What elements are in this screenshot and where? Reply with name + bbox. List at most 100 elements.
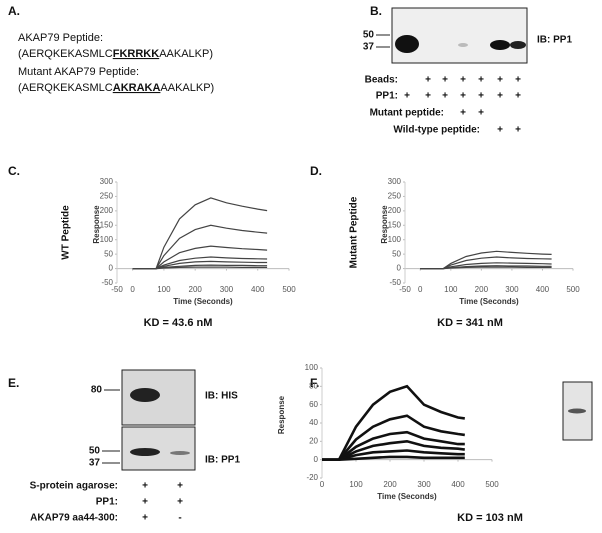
y-tick-label: 250 xyxy=(100,192,114,201)
cell: + xyxy=(497,91,503,102)
x-tick-label: 300 xyxy=(220,285,234,294)
x-tick-label: 100 xyxy=(349,480,363,489)
y-tick-label: 100 xyxy=(100,235,114,244)
band xyxy=(395,35,419,53)
band xyxy=(490,40,510,50)
cell: + xyxy=(460,91,466,102)
cell: + xyxy=(142,513,148,524)
cell: + xyxy=(142,481,148,492)
row-label: Wild-type peptide: xyxy=(393,125,480,136)
side-label: Mutant Peptide xyxy=(349,196,360,268)
cell: + xyxy=(515,91,521,102)
peptide-title: Mutant AKAP79 Peptide: xyxy=(18,66,139,78)
y-tick-label: 100 xyxy=(305,363,319,372)
y-axis-label: Response xyxy=(277,395,286,434)
x-tick-label: 200 xyxy=(383,480,397,489)
x-tick-label: 300 xyxy=(505,285,519,294)
curve xyxy=(420,250,552,270)
cell: + xyxy=(404,91,410,102)
y-tick-label: 150 xyxy=(100,220,114,229)
x-tick-label: 100 xyxy=(157,285,171,294)
y-tick-label: 0 xyxy=(397,264,402,273)
x-tick-label: 400 xyxy=(451,480,465,489)
band xyxy=(130,388,160,402)
caption: KD = 341 nM xyxy=(437,317,503,329)
cell: + xyxy=(478,75,484,86)
cell: + xyxy=(142,497,148,508)
x-tick-label: 300 xyxy=(417,480,431,489)
panel-label: E. xyxy=(8,376,19,390)
y-tick-label: -50 xyxy=(101,278,113,287)
row-label: S-protein agarose: xyxy=(30,481,118,492)
y-tick-label: 50 xyxy=(104,249,113,258)
cell: + xyxy=(478,91,484,102)
caption: KD = 103 nM xyxy=(457,512,523,524)
cell: + xyxy=(177,481,183,492)
curve xyxy=(322,439,465,461)
seq-part: AAKALKP) xyxy=(159,48,213,60)
y-axis-label: Response xyxy=(380,205,389,244)
curve xyxy=(322,455,465,461)
blot-label: IB: PP1 xyxy=(537,35,572,46)
curve xyxy=(132,245,268,270)
panel-label: F. xyxy=(310,376,319,390)
cell: + xyxy=(478,108,484,119)
y-tick-label: 50 xyxy=(392,249,401,258)
x-tick-label: 200 xyxy=(189,285,203,294)
seq-part: (AERQKEKASMLC xyxy=(18,48,113,60)
x-tick-label: 500 xyxy=(485,480,499,489)
y-tick-label: 60 xyxy=(309,400,318,409)
curve xyxy=(322,384,465,461)
caption: KD = 43.6 nM xyxy=(144,317,213,329)
cell: - xyxy=(178,513,181,524)
curve xyxy=(322,430,465,461)
row-label: PP1: xyxy=(96,497,118,508)
cell: + xyxy=(425,91,431,102)
panel-label: C. xyxy=(8,164,20,178)
y-tick-label: 300 xyxy=(388,177,402,186)
cell: + xyxy=(497,75,503,86)
x-tick-label: 0 xyxy=(320,480,325,489)
cell: + xyxy=(497,125,503,136)
marker: 50 xyxy=(363,30,375,41)
curve xyxy=(132,266,268,270)
cell: + xyxy=(442,75,448,86)
x-tick-label: 400 xyxy=(251,285,265,294)
cell: + xyxy=(425,75,431,86)
blot-label: IB: PP1 xyxy=(205,455,240,466)
x-axis-label: Time (Seconds) xyxy=(377,492,437,501)
row-label: AKAP79 aa44-300: xyxy=(30,513,118,524)
cell: + xyxy=(515,125,521,136)
x-axis-label: Time (Seconds) xyxy=(459,297,519,306)
x-tick-label: -50 xyxy=(399,285,411,294)
panel-label: D. xyxy=(310,164,322,178)
x-axis-label: Time (Seconds) xyxy=(173,297,233,306)
y-tick-label: 80 xyxy=(309,381,318,390)
cell: + xyxy=(515,75,521,86)
x-tick-label: 500 xyxy=(566,285,580,294)
y-tick-label: 250 xyxy=(388,192,402,201)
y-tick-label: 200 xyxy=(388,206,402,215)
curve xyxy=(322,449,465,461)
marker: 37 xyxy=(363,42,375,53)
row-label: Mutant peptide: xyxy=(370,108,444,119)
blot xyxy=(391,7,528,64)
band xyxy=(458,43,468,47)
peptide-sequence: (AERQKEKASMLCAKRAKAAAKALKP) xyxy=(18,82,214,94)
band xyxy=(510,41,526,49)
seq-motif: FKRRKK xyxy=(113,48,159,60)
curve xyxy=(420,256,552,270)
y-tick-label: 300 xyxy=(100,177,114,186)
seq-motif: AKRAKA xyxy=(113,82,161,94)
cell: + xyxy=(460,75,466,86)
panel-label: A. xyxy=(8,4,20,18)
marker: 50 xyxy=(89,446,101,457)
y-tick-label: 200 xyxy=(100,206,114,215)
curve xyxy=(132,224,268,270)
curve xyxy=(420,266,552,270)
band xyxy=(568,408,586,414)
seq-part: AAKALKP) xyxy=(160,82,214,94)
blot xyxy=(121,426,196,471)
panel-label: B. xyxy=(370,4,382,18)
